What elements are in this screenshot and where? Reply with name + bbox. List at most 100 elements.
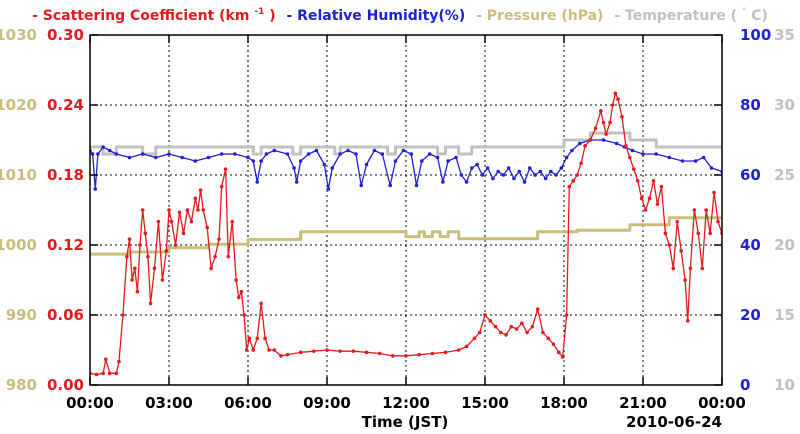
scattering-tick-label: 0.12 bbox=[47, 236, 84, 254]
scattering-coefficient-point bbox=[189, 219, 194, 224]
scattering-coefficient-point bbox=[651, 179, 656, 183]
scattering-coefficient-point bbox=[599, 109, 603, 113]
scattering-coefficient-point bbox=[239, 289, 244, 294]
relative-humidity-point bbox=[167, 152, 171, 156]
relative-humidity-point bbox=[454, 155, 458, 160]
scattering-coefficient-point bbox=[671, 266, 676, 271]
scattering-coefficient-point bbox=[472, 336, 477, 341]
scattering-coefficient-point bbox=[456, 348, 461, 352]
scattering-coefficient-point bbox=[556, 350, 561, 355]
scattering-coefficient-point bbox=[571, 179, 576, 183]
scattering-coefficient-point bbox=[263, 336, 267, 341]
scattering-coefficient-point bbox=[712, 190, 716, 195]
relative-humidity-point bbox=[554, 173, 558, 177]
relative-humidity-point bbox=[372, 148, 377, 153]
relative-humidity-point bbox=[601, 138, 606, 142]
relative-humidity-point bbox=[359, 183, 364, 188]
humidity-tick-label: 100 bbox=[740, 26, 771, 44]
x-tick-label: 00:00 bbox=[66, 394, 114, 412]
relative-humidity-point bbox=[470, 166, 474, 170]
scattering-coefficient-point bbox=[196, 208, 200, 212]
temperature-tick-label: 20 bbox=[774, 236, 795, 254]
relative-humidity-point bbox=[614, 141, 619, 146]
temperature-tick-label: 10 bbox=[774, 376, 795, 394]
scattering-coefficient-point bbox=[236, 295, 241, 300]
scattering-coefficient-point bbox=[624, 144, 628, 148]
scattering-coefficient-point bbox=[135, 289, 140, 294]
relative-humidity-point bbox=[693, 159, 698, 163]
relative-humidity-point bbox=[420, 159, 424, 163]
scattering-coefficient-point bbox=[160, 278, 165, 282]
scattering-coefficient-point bbox=[351, 349, 356, 353]
relative-humidity-point bbox=[501, 173, 506, 177]
scattering-coefficient-point bbox=[643, 208, 648, 212]
scattering-coefficient-point bbox=[530, 324, 535, 329]
scattering-coefficient-point bbox=[201, 208, 206, 212]
legend-text: - Scattering Coefficient (km -1 ) - Rela… bbox=[32, 2, 768, 24]
x-tick-label: 09:00 bbox=[303, 394, 351, 412]
scattering-coefficient-point bbox=[493, 324, 498, 329]
scattering-tick-label: 0.30 bbox=[47, 26, 84, 44]
legend-humidity-dash: - bbox=[286, 8, 297, 24]
relative-humidity-point bbox=[446, 159, 450, 163]
x-tick-label: 21:00 bbox=[619, 394, 667, 412]
date-label: 2010-06-24 bbox=[626, 413, 722, 431]
scattering-coefficient-point bbox=[567, 184, 572, 189]
pressure-tick-label: 1010 bbox=[0, 166, 37, 184]
scattering-coefficient-point bbox=[173, 243, 178, 247]
legend-pressure-label: Pressure (hPa) bbox=[487, 8, 604, 24]
x-tick-label: 00:00 bbox=[698, 394, 746, 412]
relative-humidity-point bbox=[206, 155, 211, 160]
relative-humidity-point bbox=[491, 176, 495, 181]
scattering-coefficient-point bbox=[588, 138, 593, 142]
scattering-coefficient-point bbox=[620, 114, 624, 119]
scattering-coefficient-point bbox=[477, 330, 482, 335]
temperature-tick-label: 30 bbox=[774, 96, 795, 114]
relative-humidity-point bbox=[427, 152, 432, 156]
scattering-coefficient-point bbox=[279, 354, 283, 358]
relative-humidity-point bbox=[354, 152, 358, 156]
relative-humidity-point bbox=[464, 180, 469, 184]
legend-scattering-close: ) bbox=[269, 8, 275, 24]
scattering-coefficient-point bbox=[312, 349, 316, 353]
relative-humidity-point bbox=[114, 152, 119, 156]
scattering-coefficient-point bbox=[663, 231, 668, 236]
scattering-coefficient-point bbox=[148, 301, 153, 306]
scattering-coefficient-point bbox=[325, 348, 329, 352]
scattering-coefficient-point bbox=[639, 196, 644, 201]
legend-temperature-sup: ° bbox=[742, 7, 747, 17]
scattering-coefficient-point bbox=[688, 266, 693, 271]
relative-humidity-point bbox=[246, 155, 250, 160]
relative-humidity-point bbox=[496, 169, 500, 174]
scattering-coefficient-point bbox=[377, 351, 382, 356]
scattering-coefficient-point bbox=[683, 278, 687, 282]
legend-temperature-label: Temperature ( bbox=[625, 8, 737, 24]
scattering-coefficient-point bbox=[140, 208, 145, 212]
relative-humidity-point bbox=[93, 187, 98, 191]
relative-humidity-point bbox=[251, 159, 256, 163]
relative-humidity-point bbox=[409, 152, 414, 156]
scattering-coefficient-point bbox=[628, 155, 632, 160]
relative-humidity-point bbox=[435, 155, 440, 160]
scattering-coefficient-point bbox=[443, 350, 448, 355]
scattering-tick-label: 0.24 bbox=[47, 96, 84, 114]
scattering-coefficient-point bbox=[272, 348, 277, 352]
scattering-coefficient-point bbox=[631, 167, 636, 171]
relative-humidity-point bbox=[630, 148, 635, 153]
relative-humidity-point bbox=[538, 169, 543, 174]
relative-humidity-point bbox=[140, 152, 145, 156]
scattering-coefficient-point bbox=[675, 219, 680, 224]
scattering-coefficient-point bbox=[101, 371, 105, 376]
relative-humidity-point bbox=[127, 155, 132, 160]
legend-temperature-dash: - bbox=[614, 8, 625, 24]
scattering-coefficient-point bbox=[259, 301, 263, 306]
scattering-coefficient-point bbox=[267, 348, 271, 352]
relative-humidity-point bbox=[480, 173, 485, 177]
relative-humidity-point bbox=[543, 176, 548, 181]
relative-humidity-point bbox=[380, 152, 385, 156]
relative-humidity-point bbox=[475, 162, 479, 167]
scattering-coefficient-point bbox=[635, 179, 640, 183]
scattering-coefficient-point bbox=[514, 327, 519, 331]
relative-humidity-point bbox=[259, 159, 263, 163]
